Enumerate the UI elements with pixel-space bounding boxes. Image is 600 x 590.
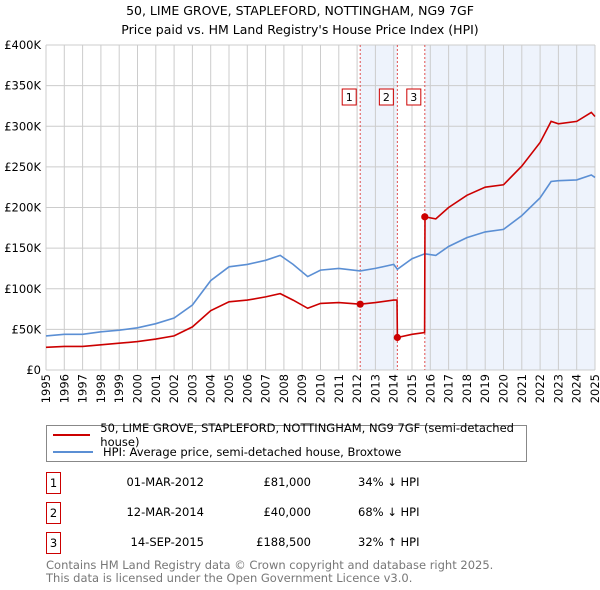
chart-title: 50, LIME GROVE, STAPLEFORD, NOTTINGHAM, … xyxy=(126,3,474,18)
y-tick-label: £200K xyxy=(4,201,41,215)
x-tick-label: 2007 xyxy=(259,374,273,403)
legend-label: HPI: Average price, semi-detached house,… xyxy=(103,445,402,459)
legend-swatch-blue xyxy=(53,451,93,453)
sale-point xyxy=(356,300,364,308)
y-tick-label: £250K xyxy=(4,160,41,174)
legend-swatch-red xyxy=(53,434,91,436)
sale-date: 01-MAR-2012 xyxy=(126,475,204,489)
sale-marker-box xyxy=(341,88,357,106)
x-tick-label: 1999 xyxy=(112,374,126,403)
x-tick-label: 2000 xyxy=(131,374,145,403)
x-tick-label: 2019 xyxy=(478,374,492,403)
x-tick-label: 2005 xyxy=(222,374,236,403)
x-tick-label: 2013 xyxy=(368,374,382,403)
x-tick-label: 2001 xyxy=(149,374,163,403)
hpi-line xyxy=(45,174,596,337)
x-tick-label: 2016 xyxy=(423,374,437,403)
sale-price: £40,000 xyxy=(263,505,311,519)
chart-subtitle: Price paid vs. HM Land Registry's House … xyxy=(121,22,478,37)
sale-point xyxy=(393,333,401,342)
legend: 50, LIME GROVE, STAPLEFORD, NOTTINGHAM, … xyxy=(46,421,527,462)
x-tick-label: 1996 xyxy=(57,374,71,403)
x-tick-label: 2020 xyxy=(497,374,511,403)
x-tick-label: 1998 xyxy=(94,374,108,403)
sale-marker-label: 3 xyxy=(410,91,417,104)
sale-marker-box xyxy=(378,88,394,106)
sale-price: £81,000 xyxy=(263,475,311,489)
y-tick-label: £350K xyxy=(4,79,41,93)
sale-row: 1 01-MAR-2012 £81,000 34% ↓ HPI xyxy=(46,472,546,494)
x-tick-label: 2022 xyxy=(533,374,547,403)
x-tick-label: 2014 xyxy=(387,374,401,403)
x-tick-label: 2012 xyxy=(350,374,364,403)
y-tick-label: £0 xyxy=(26,363,41,377)
x-tick-label: 2025 xyxy=(588,374,600,403)
x-tick-label: 2023 xyxy=(551,374,565,403)
x-tick-label: 2002 xyxy=(167,374,181,403)
sale-date: 14-SEP-2015 xyxy=(130,535,204,549)
legend-label: 50, LIME GROVE, STAPLEFORD, NOTTINGHAM, … xyxy=(100,421,514,449)
x-tick-label: 2017 xyxy=(442,374,456,403)
x-tick-label: 2011 xyxy=(332,374,346,403)
legend-item-property: 50, LIME GROVE, STAPLEFORD, NOTTINGHAM, … xyxy=(53,421,526,449)
x-tick-label: 2008 xyxy=(277,374,291,403)
sale-marker-label: 3 xyxy=(46,532,61,554)
footer-text: Contains HM Land Registry data © Crown c… xyxy=(46,559,493,585)
sale-row: 2 12-MAR-2014 £40,000 68% ↓ HPI xyxy=(46,502,546,524)
sale-price: £188,500 xyxy=(256,535,311,549)
property-price-line xyxy=(45,111,596,349)
sale-marker-box xyxy=(406,88,422,106)
y-tick-label: £100K xyxy=(4,282,41,296)
y-tick-label: £400K xyxy=(4,38,41,52)
price-chart: 50, LIME GROVE, STAPLEFORD, NOTTINGHAM, … xyxy=(4,3,600,403)
x-tick-label: 2009 xyxy=(295,374,309,403)
sale-marker-label: 2 xyxy=(46,502,61,524)
x-tick-label: 1997 xyxy=(76,374,90,403)
x-tick-label: 2024 xyxy=(570,374,584,403)
sale-date: 12-MAR-2014 xyxy=(126,505,204,519)
y-tick-label: £50K xyxy=(12,322,42,336)
x-tick-label: 2018 xyxy=(460,374,474,403)
sale-hpi-diff: 34% ↓ HPI xyxy=(358,475,420,489)
footer-copyright: Contains HM Land Registry data © Crown c… xyxy=(46,558,494,572)
sale-hpi-diff: 32% ↑ HPI xyxy=(358,535,420,549)
footer-licence: This data is licensed under the Open Gov… xyxy=(46,571,413,585)
x-tick-label: 2021 xyxy=(515,374,529,403)
x-tick-label: 2003 xyxy=(185,374,199,403)
legend-item-hpi: HPI: Average price, semi-detached house,… xyxy=(53,445,401,459)
sale-marker-label: 1 xyxy=(46,472,61,494)
x-tick-label: 2004 xyxy=(204,374,218,403)
x-tick-label: 2006 xyxy=(240,374,254,403)
sale-row: 3 14-SEP-2015 £188,500 32% ↑ HPI xyxy=(46,532,546,554)
y-tick-label: £150K xyxy=(4,241,41,255)
y-tick-label: £300K xyxy=(4,119,41,133)
x-tick-label: 2015 xyxy=(405,374,419,403)
sale-marker-label: 2 xyxy=(383,91,390,104)
sale-marker-label: 1 xyxy=(346,91,353,104)
sale-point xyxy=(421,213,429,221)
sale-hpi-diff: 68% ↓ HPI xyxy=(358,505,420,519)
x-tick-label: 1995 xyxy=(39,374,53,403)
x-tick-label: 2010 xyxy=(314,374,328,403)
